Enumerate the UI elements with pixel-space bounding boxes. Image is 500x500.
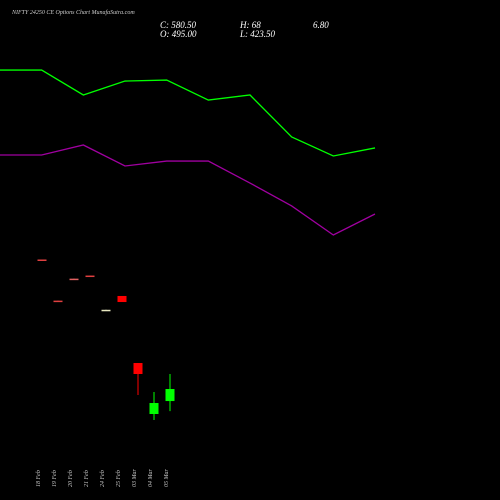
x-tick-label: 20 Feb: [68, 470, 74, 487]
candle-body: [149, 403, 159, 414]
ohlc-info: O: 495.00: [160, 29, 197, 39]
indicator-line: [0, 144, 376, 236]
ohlc-info: H: 68: [239, 20, 261, 30]
x-tick-label: 19 Feb: [52, 470, 58, 487]
candle-body: [101, 309, 111, 312]
x-tick-label: 04 Mar: [147, 469, 154, 487]
chart-title: NIFTY 24250 CE Options Chart MunafaSutra…: [11, 9, 135, 16]
indicator-line: [0, 69, 376, 157]
x-tick-label: 18 Feb: [36, 470, 42, 487]
candle-body: [133, 363, 143, 374]
x-tick-label: 05 Mar: [164, 469, 170, 487]
x-tick-label: 21 Feb: [84, 470, 90, 487]
x-tick-label: 03 Mar: [132, 469, 138, 487]
x-tick-label: 25 Feb: [116, 470, 122, 487]
candle-body: [165, 389, 175, 402]
candle-body: [85, 275, 95, 278]
candle-body: [37, 259, 47, 261]
candle-body: [117, 295, 127, 303]
x-tick-label: 24 Feb: [99, 470, 106, 487]
candle-body: [53, 300, 63, 303]
candle-body: [69, 278, 79, 281]
ohlc-info: C: 580.50: [160, 20, 197, 30]
ohlc-info: L: 423.50: [239, 29, 276, 39]
ohlc-info: 6.80: [313, 20, 329, 30]
